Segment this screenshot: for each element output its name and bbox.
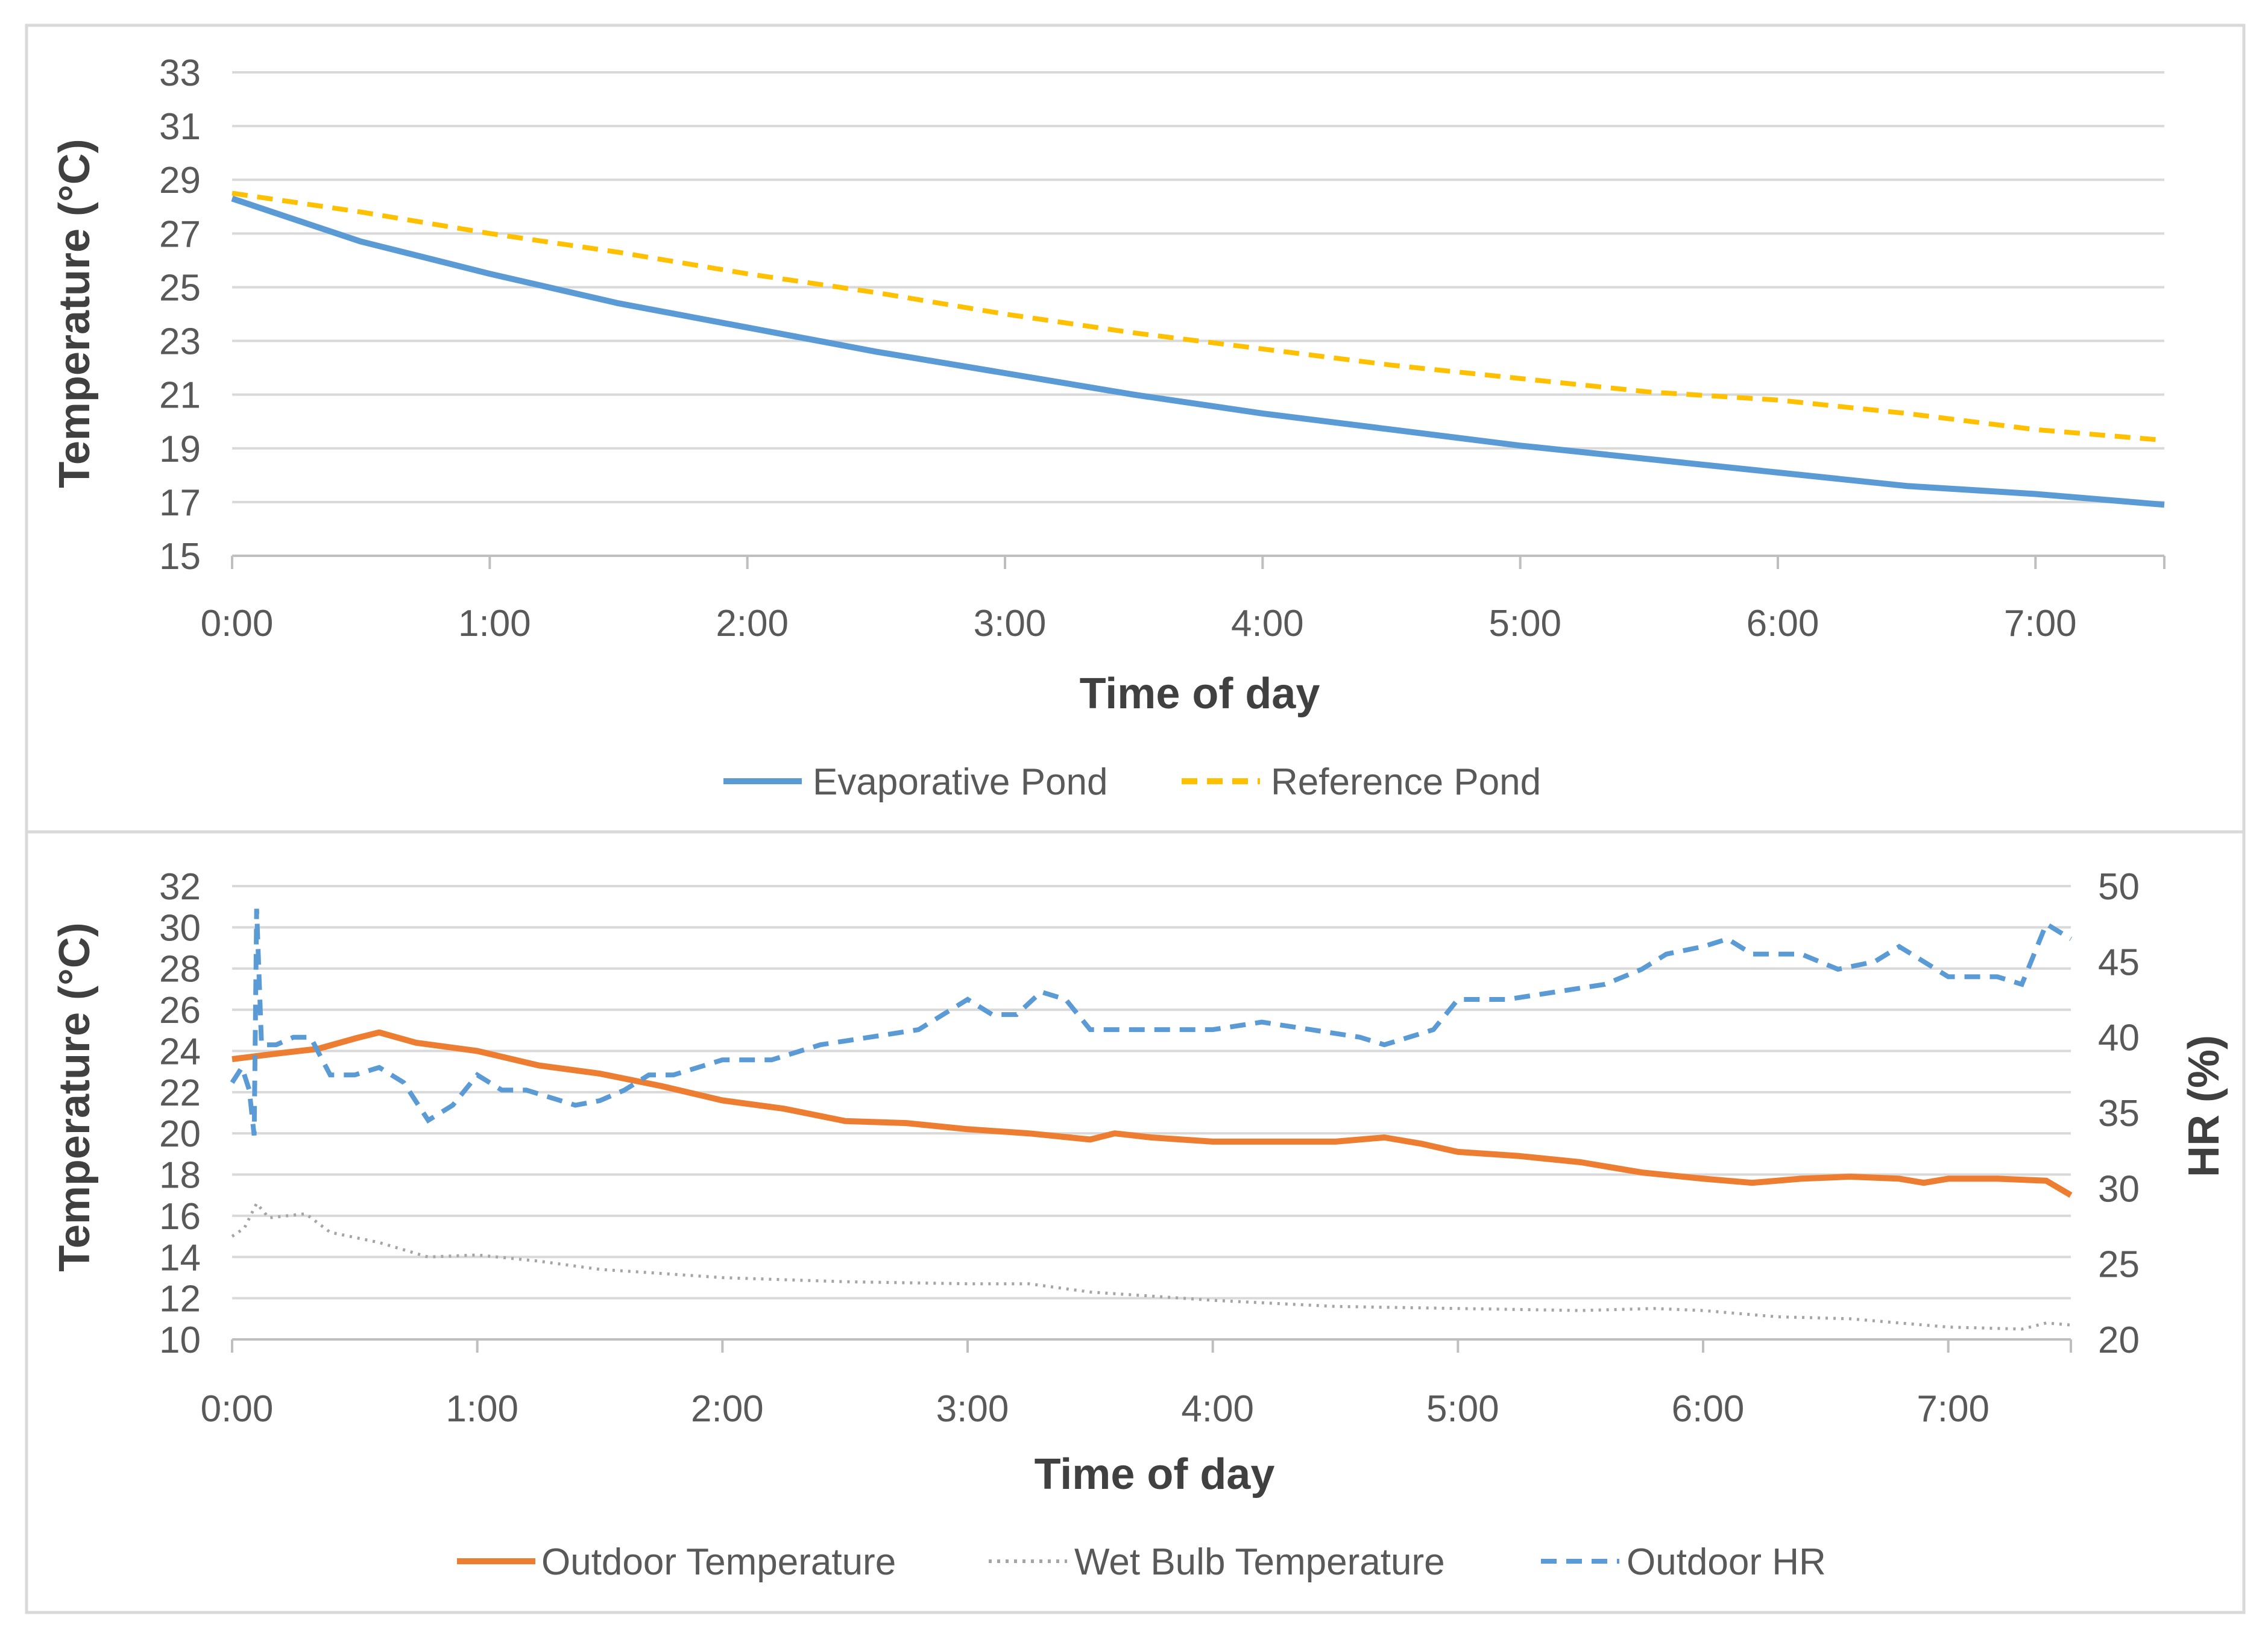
x-tick-label: 0:00 xyxy=(201,1388,274,1430)
y-tick-label: 24 xyxy=(159,1031,201,1072)
x-tick-label: 7:00 xyxy=(1917,1388,1989,1430)
y-tick-label: 19 xyxy=(159,429,201,470)
y2-tick-label: 35 xyxy=(2098,1093,2140,1134)
top-y-axis-title: Temperature (°C) xyxy=(51,139,99,488)
bottom-right-y-axis-title: HR (%) xyxy=(2180,1035,2228,1177)
y2-tick-label: 40 xyxy=(2098,1018,2140,1059)
bottom-gridlines xyxy=(232,885,2071,1341)
top-chart: 15 17 19 21 23 25 27 29 31 33 0:00 1:00 2:00 3:00 4:0… xyxy=(51,52,2166,803)
bottom-legend: Outdoor Temperature Wet Bulb Temperature… xyxy=(457,1541,1826,1583)
y-tick-label: 16 xyxy=(159,1196,201,1238)
y2-tick-label: 50 xyxy=(2098,866,2140,908)
top-legend: Evaporative Pond Reference Pond xyxy=(723,761,1541,803)
y-tick-label: 29 xyxy=(159,160,201,201)
y2-tick-label: 45 xyxy=(2098,942,2140,983)
bottom-chart-frame xyxy=(25,830,2246,1614)
bottom-series xyxy=(230,908,2073,1331)
series-line-reference-pond xyxy=(232,190,2165,443)
y-tick-label: 18 xyxy=(159,1155,201,1197)
legend-label-wet-bulb-temperature: Wet Bulb Temperature xyxy=(1074,1541,1445,1583)
legend-label-evaporative-pond: Evaporative Pond xyxy=(813,761,1107,803)
y-tick-label: 33 xyxy=(159,52,201,94)
x-tick-label: 7:00 xyxy=(2004,603,2077,644)
y-tick-label: 21 xyxy=(159,375,201,417)
y-tick-label: 26 xyxy=(159,990,201,1031)
x-tick-label: 4:00 xyxy=(1181,1388,1254,1430)
y-tick-label: 23 xyxy=(159,321,201,363)
bottom-left-y-axis-title: Temperature (°C) xyxy=(51,922,99,1272)
x-tick-label: 3:00 xyxy=(974,603,1047,644)
y-tick-label: 25 xyxy=(159,267,201,309)
y-tick-label: 27 xyxy=(159,213,201,255)
legend-label-reference-pond: Reference Pond xyxy=(1271,761,1541,803)
top-x-axis-title: Time of day xyxy=(1080,670,1320,718)
x-tick-label: 1:00 xyxy=(458,603,531,644)
x-tick-label: 4:00 xyxy=(1231,603,1304,644)
x-tick-label: 3:00 xyxy=(936,1388,1009,1430)
y-tick-label: 14 xyxy=(159,1237,201,1279)
bottom-right-y-axis-ticks: 20 25 30 35 40 45 50 xyxy=(2098,866,2140,1361)
x-tick-label: 5:00 xyxy=(1426,1388,1499,1430)
bottom-x-axis-title: Time of day xyxy=(1035,1450,1275,1499)
y-tick-label: 12 xyxy=(159,1279,201,1320)
top-x-axis-ticks: 0:00 1:00 2:00 3:00 4:00 5:00 6:00 7:00 xyxy=(201,556,2166,644)
y-tick-label: 15 xyxy=(159,536,201,577)
bottom-x-axis-ticks: 0:00 1:00 2:00 3:00 4:00 5:00 6:00 7:00 xyxy=(201,1339,2072,1430)
y-tick-label: 32 xyxy=(159,866,201,908)
y-tick-label: 22 xyxy=(159,1072,201,1114)
y-tick-label: 30 xyxy=(159,907,201,949)
x-tick-label: 1:00 xyxy=(446,1388,518,1430)
series-line-evaporative-pond xyxy=(231,195,2165,508)
x-tick-label: 0:00 xyxy=(201,603,274,644)
y-tick-label: 10 xyxy=(159,1320,201,1361)
y-tick-label: 31 xyxy=(159,106,201,148)
series-line-wet-bulb-temperature xyxy=(231,1200,2071,1331)
legend-label-outdoor-hr: Outdoor HR xyxy=(1627,1541,1826,1583)
x-tick-label: 2:00 xyxy=(691,1388,764,1430)
y-tick-label: 28 xyxy=(159,949,201,990)
series-line-outdoor-temperature xyxy=(232,1029,2073,1198)
top-y-axis-ticks: 15 17 19 21 23 25 27 29 31 33 xyxy=(159,52,201,577)
y2-tick-label: 25 xyxy=(2098,1244,2140,1286)
x-tick-label: 2:00 xyxy=(716,603,789,644)
y2-tick-label: 20 xyxy=(2098,1320,2140,1361)
y-tick-label: 20 xyxy=(159,1113,201,1155)
y2-tick-label: 30 xyxy=(2098,1168,2140,1210)
x-tick-label: 6:00 xyxy=(1747,603,1819,644)
x-tick-label: 5:00 xyxy=(1488,603,1561,644)
series-line-outdoor-hr xyxy=(230,908,2073,1136)
top-series xyxy=(231,190,2165,508)
legend-label-outdoor-temperature: Outdoor Temperature xyxy=(541,1541,896,1583)
y-tick-label: 17 xyxy=(159,482,201,524)
x-tick-label: 6:00 xyxy=(1672,1388,1745,1430)
